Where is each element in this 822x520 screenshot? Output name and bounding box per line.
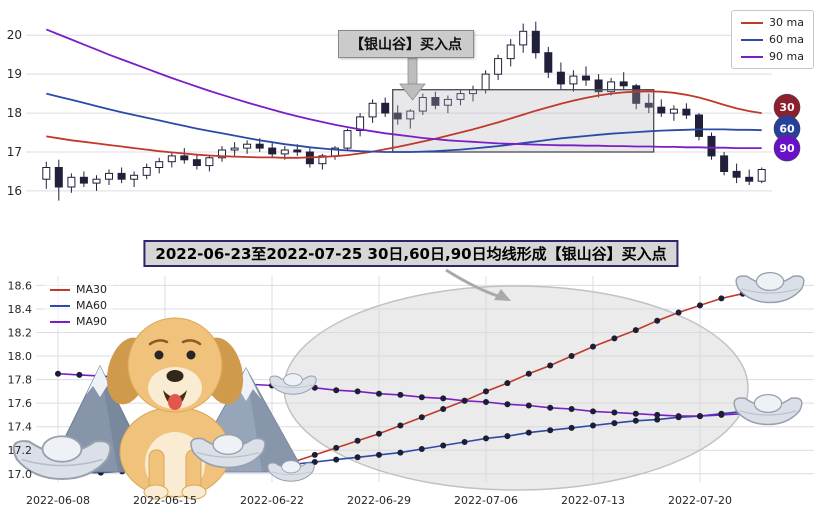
svg-text:90: 90 (779, 142, 795, 155)
ma60-legend-label: MA60 (76, 299, 108, 312)
ma90-legend-label: 90 ma (769, 50, 804, 63)
silver-ingot-icon (190, 434, 266, 469)
bottom-axis-labels: 17.0 17.2 17.4 17.6 17.8 18.0 18.2 18.4 18.6 2022… (8, 279, 732, 507)
svg-text:17.8: 17.8 (8, 374, 33, 387)
title-arrow-icon (445, 268, 511, 301)
svg-text:2022-06-08: 2022-06-08 (26, 494, 90, 507)
silver-ingots (12, 271, 805, 482)
svg-text:20: 20 (7, 28, 22, 42)
top-ytick-labels: 16 17 18 19 20 (7, 28, 22, 198)
silver-ingot-icon (12, 435, 112, 481)
svg-text:17.4: 17.4 (8, 421, 33, 434)
ma90-badge: 90 (773, 134, 801, 162)
ma30-badge: 30 (773, 93, 801, 121)
legend-item-90ma: 90 ma (741, 50, 804, 63)
ma30-legend-swatch (741, 21, 764, 24)
ma90-legend-swatch (741, 55, 764, 58)
ma30-legend-swatch (50, 288, 70, 291)
candlestick-chart: 16 17 18 19 20 30 60 90 (7, 21, 801, 201)
ma-badges: 30 60 90 (773, 93, 801, 162)
svg-text:2022-06-22: 2022-06-22 (240, 494, 304, 507)
ma90-line-top (45, 28, 762, 150)
silver-valley-highlight-box (392, 89, 655, 153)
svg-text:60: 60 (779, 123, 795, 136)
svg-text:19: 19 (7, 67, 22, 81)
svg-text:18: 18 (7, 106, 22, 120)
svg-text:18.4: 18.4 (8, 303, 33, 316)
silver-ingot-icon (733, 393, 803, 426)
ma60-legend-swatch (741, 38, 764, 41)
top-legend: 30 ma 60 ma 90 ma (731, 10, 814, 69)
candles (42, 21, 766, 201)
ma60-legend-label: 60 ma (769, 33, 804, 46)
analysis-title: 2022-06-23至2022-07-25 30日,60日,90日均线形成【银山… (143, 240, 679, 267)
silver-ingot-icon (269, 373, 317, 395)
ma60-line-top (46, 92, 762, 153)
svg-text:2022-06-29: 2022-06-29 (347, 494, 411, 507)
ma30-legend-label: 30 ma (769, 16, 804, 29)
dog-illustration (106, 317, 244, 500)
ma-lines-chart: 17.0 17.2 17.4 17.6 17.8 18.0 18.2 18.4 18.6 2022… (8, 268, 814, 507)
legend-item-ma30: MA30 (50, 283, 107, 296)
silver-ingot-icon (735, 271, 805, 304)
ma90-legend-swatch (50, 320, 70, 323)
legend-item-30ma: 30 ma (741, 16, 804, 29)
svg-text:17.6: 17.6 (8, 397, 33, 410)
legend-item-60ma: 60 ma (741, 33, 804, 46)
ma90-legend-label: MA90 (76, 315, 108, 328)
svg-text:17.2: 17.2 (8, 444, 33, 457)
ma30-line-top (46, 90, 762, 159)
svg-text:17.0: 17.0 (8, 468, 33, 481)
svg-text:30: 30 (779, 101, 795, 114)
ma30-legend-label: MA30 (76, 283, 108, 296)
legend-item-ma90: MA90 (50, 315, 107, 328)
svg-text:17: 17 (7, 145, 22, 159)
svg-text:16: 16 (7, 184, 22, 198)
svg-text:18.0: 18.0 (8, 350, 33, 363)
top-ma-lines (45, 28, 762, 159)
svg-text:2022-07-06: 2022-07-06 (454, 494, 518, 507)
ma60-legend-swatch (50, 304, 70, 307)
svg-text:2022-07-20: 2022-07-20 (668, 494, 732, 507)
svg-text:18.2: 18.2 (8, 327, 33, 340)
svg-text:2022-06-15: 2022-06-15 (133, 494, 197, 507)
convergence-highlight-ellipse (283, 285, 749, 491)
legend-item-ma60: MA60 (50, 299, 107, 312)
buy-point-annotation: 【银山谷】买入点 (338, 30, 474, 58)
svg-text:18.6: 18.6 (8, 279, 33, 292)
svg-text:2022-07-13: 2022-07-13 (561, 494, 625, 507)
bottom-legend: MA30 MA60 MA90 (44, 281, 114, 330)
silver-ingot-icon (267, 460, 315, 482)
buy-point-arrow-icon (399, 57, 426, 101)
